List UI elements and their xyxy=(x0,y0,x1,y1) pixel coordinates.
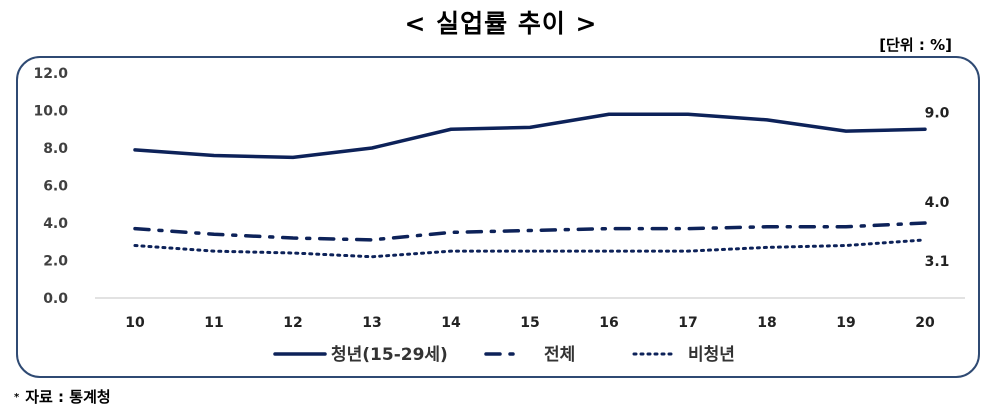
x-tick-label: 20 xyxy=(915,315,935,331)
y-tick-label: 12.0 xyxy=(33,66,68,82)
x-tick-label: 10 xyxy=(125,315,145,331)
y-tick-label: 10.0 xyxy=(33,104,68,120)
data-label: 4.0 xyxy=(925,195,950,211)
x-tick-label: 14 xyxy=(441,315,461,331)
source-note: * 자료 : 통계청 xyxy=(14,386,111,407)
unit-label: [단위 : %] xyxy=(879,36,952,54)
legend-label-0: 청년(15-29세) xyxy=(331,344,448,365)
y-tick-label: 8.0 xyxy=(43,141,68,157)
x-tick-label: 19 xyxy=(836,315,855,331)
x-tick-label: 12 xyxy=(283,315,302,331)
x-tick-label: 11 xyxy=(204,315,223,331)
x-tick-label: 17 xyxy=(678,315,697,331)
legend-label-2: 비청년 xyxy=(688,344,735,365)
series-line-0 xyxy=(133,112,927,160)
y-tick-label: 6.0 xyxy=(43,179,68,195)
data-label: 9.0 xyxy=(925,105,950,121)
bullet-icon: * xyxy=(14,392,20,403)
y-tick-label: 4.0 xyxy=(43,216,68,232)
series-line-2 xyxy=(133,238,927,259)
data-label: 3.1 xyxy=(925,254,950,270)
y-tick-label: 2.0 xyxy=(43,254,68,270)
x-tick-label: 18 xyxy=(757,315,776,331)
y-tick-label: 0.0 xyxy=(43,291,68,307)
x-tick-label: 16 xyxy=(599,315,618,331)
x-tick-label: 13 xyxy=(362,315,381,331)
source-text: 자료 : 통계청 xyxy=(25,388,111,406)
series-line-1 xyxy=(133,221,927,242)
chart-title: < 실업률 추이 > xyxy=(404,9,598,38)
chart-frame xyxy=(16,56,980,378)
legend-label-1: 전체 xyxy=(544,345,575,365)
x-tick-label: 15 xyxy=(520,315,539,331)
